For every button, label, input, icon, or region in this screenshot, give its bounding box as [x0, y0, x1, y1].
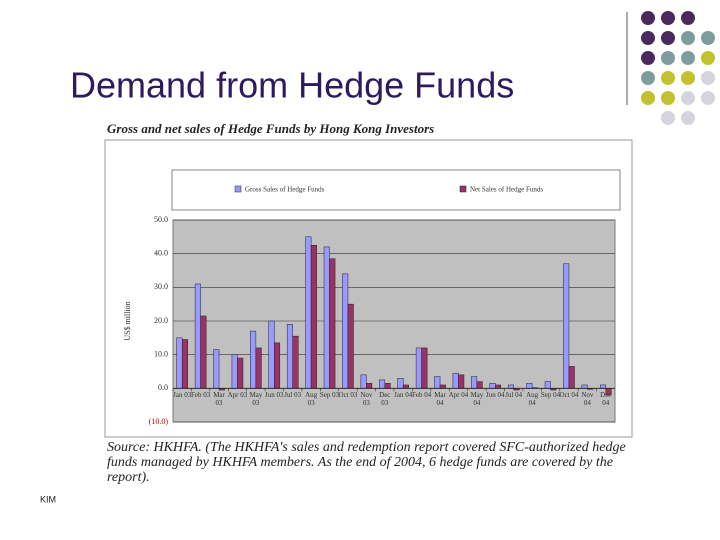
bar	[600, 384, 607, 389]
bar	[323, 246, 330, 389]
y-tick-label: 40.0	[154, 248, 168, 257]
bar	[292, 335, 299, 389]
y-tick-label: 0.0	[158, 383, 168, 392]
slide-title: Demand from Hedge Funds	[70, 65, 514, 106]
bar	[495, 384, 502, 389]
bar	[176, 337, 183, 389]
x-tick-label: Mar 03	[213, 391, 225, 408]
x-tick-label: Jan 04	[394, 391, 413, 400]
legend-label: Gross Sales of Hedge Funds	[245, 186, 325, 194]
footer: KIM	[40, 494, 56, 504]
bar	[434, 376, 441, 389]
legend-box	[171, 169, 621, 211]
bar	[194, 283, 201, 389]
bar	[563, 263, 570, 389]
bar	[544, 381, 551, 389]
legend-swatch	[234, 185, 242, 193]
x-tick-label: Oct 03	[338, 391, 358, 400]
bar	[310, 245, 317, 389]
bar	[255, 347, 262, 389]
x-tick-label: Feb 04	[412, 391, 432, 400]
y-tick-label: 10.0	[154, 349, 168, 358]
x-tick-label: Oct 04	[559, 391, 579, 400]
x-tick-label: May 04	[470, 391, 484, 408]
x-tick-label: Jun 04	[486, 391, 505, 400]
x-tick-label: Nov 04	[581, 391, 594, 408]
legend-label: Net Sales of Hedge Funds	[470, 186, 543, 194]
x-tick-label: Jun 03	[265, 391, 284, 400]
bar	[379, 379, 386, 389]
x-tick-label: Sep 04	[540, 391, 561, 400]
bar	[231, 354, 238, 389]
bar	[347, 303, 354, 389]
bar	[476, 381, 483, 389]
x-tick-label: Aug 03	[305, 391, 318, 408]
bar	[329, 258, 336, 389]
x-tick-label: May 03	[249, 391, 263, 408]
x-tick-label: Jan 03	[173, 391, 192, 400]
bar	[489, 383, 496, 389]
bar	[305, 236, 312, 389]
x-tick-label: Jul 03	[284, 391, 302, 400]
bar	[274, 342, 281, 389]
bar	[439, 384, 446, 389]
x-tick-label: Mar 04	[434, 391, 446, 408]
y-tick-label: (10.0)	[149, 417, 169, 426]
bar	[250, 330, 257, 389]
x-tick-label: Aug 04	[526, 391, 539, 408]
y-tick-label: 30.0	[154, 282, 168, 291]
bar	[421, 347, 428, 389]
x-tick-label: Jul 04	[505, 391, 523, 400]
bar	[581, 384, 588, 389]
x-tick-label: Feb 03	[191, 391, 211, 400]
y-tick-label: 50.0	[154, 215, 168, 224]
x-tick-label: Dec 04	[600, 391, 612, 408]
bar	[526, 383, 533, 389]
bar	[366, 383, 373, 389]
bar	[568, 366, 575, 389]
decor-dots	[641, 11, 715, 125]
x-tick-label: Nov 03	[360, 391, 373, 408]
bar	[384, 383, 391, 389]
bar	[360, 374, 367, 389]
bar	[181, 339, 188, 389]
x-tick-label: Dec 03	[379, 391, 391, 408]
bar	[397, 377, 404, 389]
bar	[415, 347, 422, 389]
bar	[402, 384, 409, 389]
bar	[286, 324, 293, 389]
source-note: Source: HKHFA. (The HKHFA's sales and re…	[107, 440, 626, 485]
bar	[268, 320, 275, 389]
bar	[507, 384, 514, 389]
legend-swatch	[459, 185, 467, 193]
bar	[458, 374, 465, 389]
bar	[200, 315, 207, 389]
x-tick-label: Apr 03	[227, 391, 248, 400]
y-tick-label: 20.0	[154, 316, 168, 325]
y-axis-label: US$ million	[123, 301, 132, 340]
x-tick-label: Sep 03	[319, 391, 340, 400]
bar	[452, 372, 459, 389]
x-tick-label: Apr 04	[448, 391, 469, 400]
bar	[342, 273, 349, 389]
bar	[213, 349, 220, 389]
bar	[471, 376, 478, 389]
chart-title: Gross and net sales of Hedge Funds by Ho…	[107, 121, 434, 136]
bar	[237, 357, 244, 389]
